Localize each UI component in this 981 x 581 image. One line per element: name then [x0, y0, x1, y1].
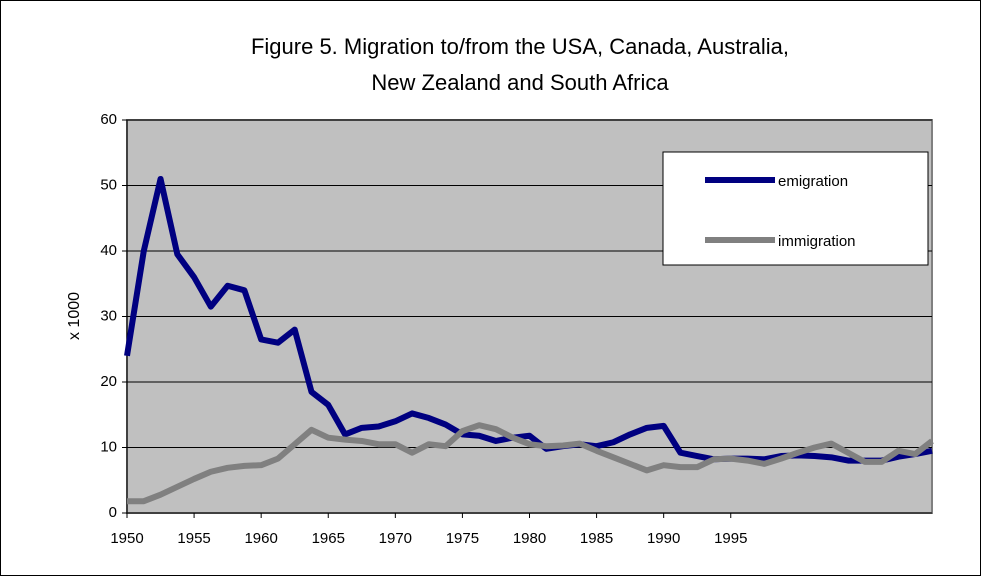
- x-tick-label: 1970: [379, 530, 412, 547]
- x-tick-label: 1975: [446, 530, 479, 547]
- y-tick-label: 10: [100, 438, 117, 455]
- y-tick-label: 0: [109, 504, 117, 521]
- x-tick-label: 1990: [647, 530, 680, 547]
- x-tick-label: 1950: [110, 530, 143, 547]
- x-tick-label: 1965: [312, 530, 345, 547]
- x-tick-label: 1955: [177, 530, 210, 547]
- y-tick-label: 40: [100, 242, 117, 259]
- legend-label: immigration: [778, 233, 856, 250]
- legend-box: [662, 151, 929, 266]
- y-tick-label: 30: [100, 307, 117, 324]
- x-tick-label: 1980: [513, 530, 546, 547]
- chart-title: New Zealand and South Africa: [371, 70, 669, 95]
- chart-title: Figure 5. Migration to/from the USA, Can…: [251, 34, 789, 59]
- series-line: [127, 422, 934, 505]
- y-axis-label: x 1000: [66, 292, 83, 340]
- y-tick-label: 50: [100, 176, 117, 193]
- y-tick-label: 60: [100, 111, 117, 128]
- legend-label: emigration: [778, 173, 848, 190]
- y-tick-label: 20: [100, 373, 117, 390]
- x-tick-label: 1960: [244, 530, 277, 547]
- x-tick-label: 1985: [580, 530, 613, 547]
- x-tick-label: 1995: [714, 530, 747, 547]
